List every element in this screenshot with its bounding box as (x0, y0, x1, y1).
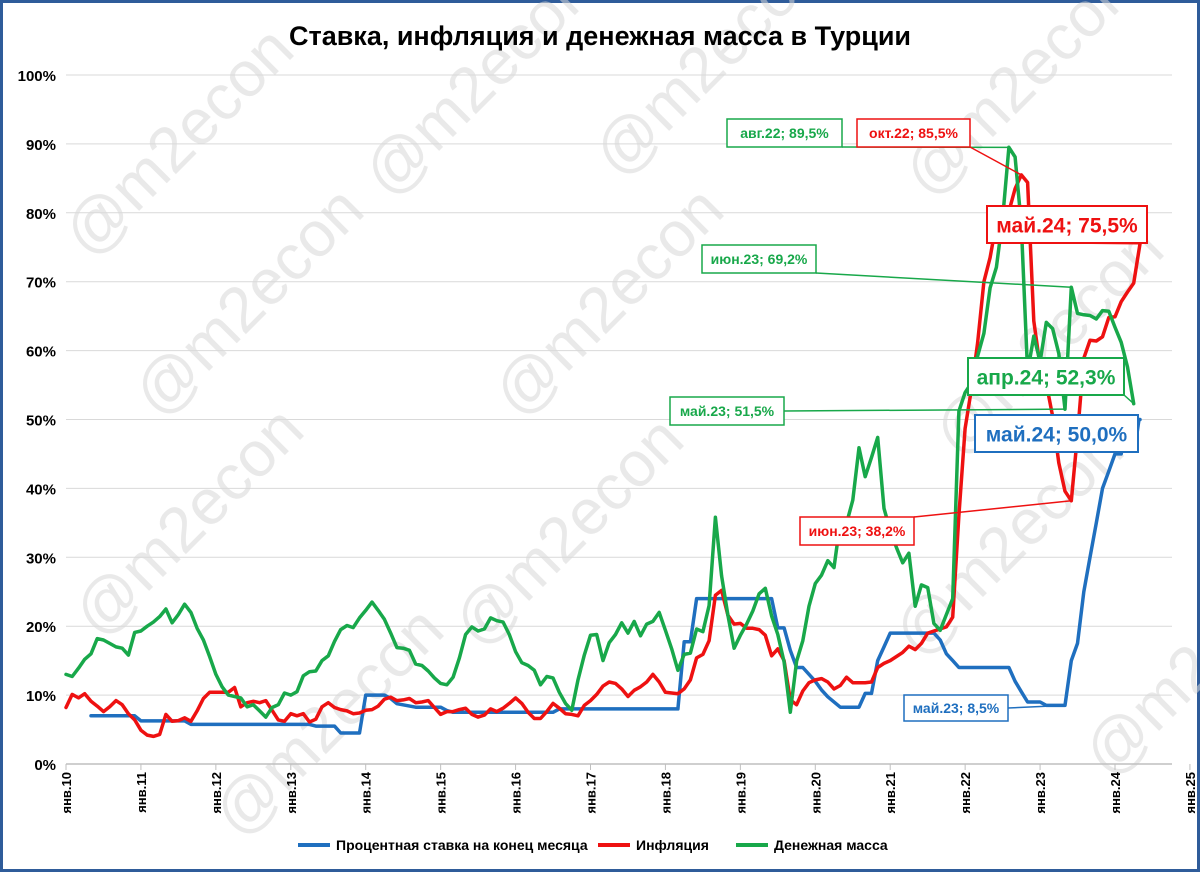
x-tick-label: янв.17 (584, 772, 599, 814)
annotation-box (974, 414, 1139, 453)
x-tick-label: янв.18 (658, 772, 673, 814)
annotation-label: май.23; 8,5% (913, 700, 1000, 716)
x-tick-label: янв.19 (733, 772, 748, 814)
y-tick-label: 90% (26, 137, 56, 154)
y-tick-label: 80% (26, 206, 56, 223)
series-line-money (64, 145, 1136, 719)
watermark-text: @m2econ (439, 402, 697, 660)
y-tick-label: 70% (26, 275, 56, 292)
annotation-leader (1007, 704, 1066, 709)
legend-label-rate: Процентная ставка на конец месяца (336, 837, 588, 853)
annotation-box (701, 244, 817, 274)
legend: Процентная ставка на конец месяца Инфляци… (298, 837, 888, 853)
series-lines (64, 145, 1142, 739)
x-tick-label: янв.10 (59, 772, 74, 814)
annotation-box (799, 516, 915, 546)
watermark-text: @m2econ (479, 172, 737, 430)
annotation-label: май.24; 75,5% (996, 215, 1138, 238)
annotation-label: окт.22; 85,5% (869, 125, 958, 141)
annotation-leader (969, 146, 1022, 176)
x-tick-label: янв.24 (1108, 771, 1123, 813)
annotation-box (856, 118, 971, 148)
annotation-leader (783, 408, 1066, 412)
chart-title: Ставка, инфляция и денежная масса в Турц… (289, 21, 911, 51)
annotation-leader (1123, 394, 1135, 405)
x-axis: янв.10 янв.11 янв.12 янв.13 янв.14 янв.15 янв.… (59, 763, 1198, 814)
legend-label-inflation: Инфляция (636, 837, 709, 853)
annotation-box (903, 694, 1009, 722)
annotation-label: май.23; 51,5% (680, 403, 775, 419)
x-tick-label: янв.13 (284, 772, 299, 814)
annotation-leader (815, 272, 1072, 288)
x-tick-label: янв.12 (209, 772, 224, 814)
annotation-label: июн.23; 38,2% (809, 523, 906, 539)
series-line-rate (89, 417, 1142, 735)
y-tick-label: 40% (26, 481, 56, 498)
annotation-box (967, 357, 1125, 396)
x-tick-label: янв.20 (808, 772, 823, 814)
x-tick-label: янв.14 (359, 771, 374, 813)
x-tick-label: янв.21 (883, 772, 898, 814)
series-line-inflation (64, 173, 1142, 739)
annotation-label: авг.22; 89,5% (740, 125, 829, 141)
annotation-label: май.24; 50,0% (986, 424, 1128, 447)
watermark-text: @m2econ (199, 592, 457, 850)
y-tick-label: 50% (26, 413, 56, 430)
y-axis-ticks: 0% 10% 20% 30% 40% 50% 60% 70% 80% 90% 100% (18, 68, 56, 774)
annotation-box (669, 396, 785, 426)
y-tick-label: 10% (26, 688, 56, 705)
y-tick-label: 30% (26, 550, 56, 567)
annotations: авг.22; 89,5% окт.22; 85,5% май.24; 75,5% и… (669, 118, 1148, 722)
y-tick-label: 100% (18, 68, 56, 85)
annotation-box (986, 205, 1148, 244)
x-tick-label: янв.22 (958, 772, 973, 814)
x-tick-label: янв.11 (134, 772, 149, 813)
y-tick-label: 0% (34, 757, 56, 774)
x-tick-label: янв.16 (509, 772, 524, 814)
x-tick-label: янв.15 (434, 772, 449, 814)
annotation-label: апр.24; 52,3% (977, 367, 1116, 390)
annotation-box (726, 118, 843, 148)
annotation-leader (913, 500, 1072, 518)
legend-label-money: Денежная масса (774, 837, 888, 853)
y-tick-label: 60% (26, 344, 56, 361)
x-tick-label: янв.23 (1033, 772, 1048, 814)
x-tick-label: янв.25 (1183, 772, 1198, 814)
annotation-label: июн.23; 69,2% (711, 251, 808, 267)
y-tick-label: 20% (26, 619, 56, 636)
